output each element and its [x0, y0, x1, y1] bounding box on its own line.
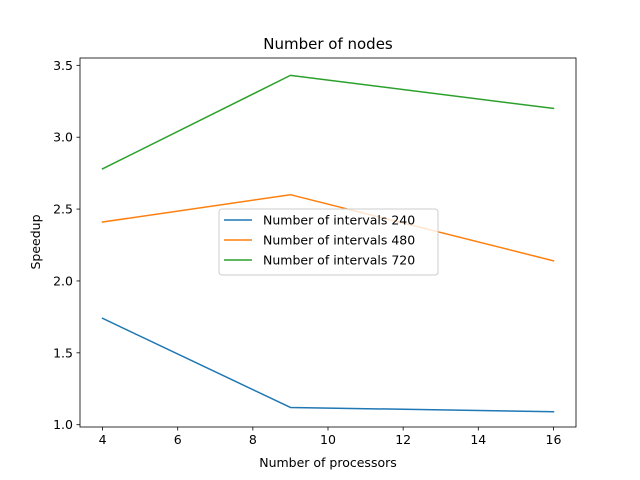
y-tick-label: 2.5 [53, 202, 73, 217]
y-tick-label: 1.0 [53, 417, 73, 432]
x-tick-label: 4 [99, 432, 107, 447]
y-tick-label: 1.5 [53, 345, 73, 360]
y-tick-label: 2.0 [53, 273, 73, 288]
series-lines [101, 74, 555, 413]
legend-label-1: Number of intervals 240 [263, 213, 415, 228]
legend-label-3: Number of intervals 720 [263, 253, 415, 268]
x-axis-title: Number of processors [259, 455, 397, 470]
y-axis-title: Speedup [28, 214, 43, 269]
legend: Number of intervals 240 Number of interva… [218, 208, 439, 276]
legend-box [218, 208, 439, 276]
x-tick-label: 8 [249, 432, 257, 447]
y-tick-label: 3.5 [53, 58, 73, 73]
x-tick-label: 6 [174, 432, 182, 447]
series-line-3 [101, 74, 555, 170]
series-line-2 [101, 193, 555, 262]
x-tick-label: 16 [546, 432, 562, 447]
legend-label-2: Number of intervals 480 [263, 233, 415, 248]
x-tick-label: 10 [320, 432, 336, 447]
series-line-1 [101, 317, 555, 413]
y-axis-ticks: 1.0 1.5 2.0 2.5 3.0 3.5 [53, 58, 80, 432]
x-tick-label: 12 [395, 432, 411, 447]
x-axis-ticks: 4 6 8 10 12 14 16 [99, 427, 562, 447]
y-tick-label: 3.0 [53, 130, 73, 145]
x-tick-label: 14 [470, 432, 486, 447]
chart-title: Number of nodes [263, 35, 393, 53]
